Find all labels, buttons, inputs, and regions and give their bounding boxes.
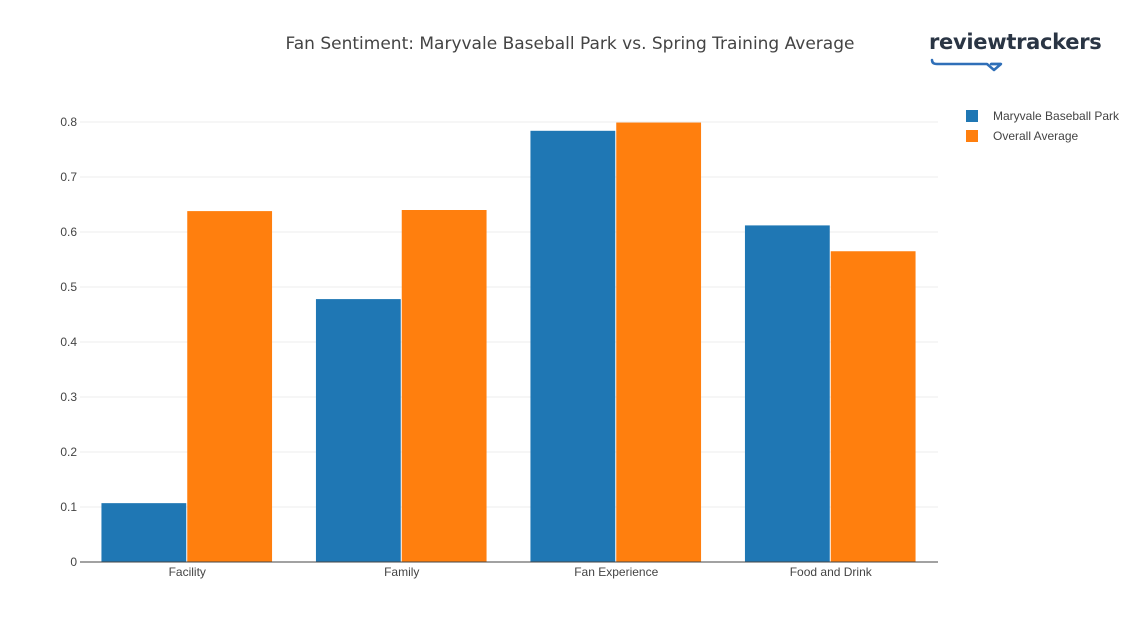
speech-bubble-icon xyxy=(930,58,1003,72)
y-tick-label: 0.8 xyxy=(60,115,77,129)
bar-maryvale xyxy=(744,225,830,562)
legend-swatch-maryvale xyxy=(966,110,978,122)
x-tick-label: Family xyxy=(384,565,419,579)
legend-item-overall[interactable]: Overall Average xyxy=(966,126,1119,146)
bar-overall xyxy=(187,211,273,562)
brand-logo: reviewtrackers xyxy=(929,30,1102,74)
chart-title: Fan Sentiment: Maryvale Baseball Park vs… xyxy=(285,34,855,54)
bar-maryvale xyxy=(315,299,401,562)
bar-overall xyxy=(830,251,916,562)
y-tick-label: 0.7 xyxy=(60,170,77,184)
legend-label-maryvale: Maryvale Baseball Park xyxy=(993,109,1120,123)
y-tick-label: 0.6 xyxy=(60,225,77,239)
bar-overall xyxy=(616,122,702,563)
legend: Maryvale Baseball Park Overall Average xyxy=(966,106,1119,146)
brand-wordmark: reviewtrackers xyxy=(929,30,1102,54)
y-tick-label: 0.1 xyxy=(60,500,77,514)
y-tick-label: 0.2 xyxy=(60,445,77,459)
bar-overall xyxy=(401,210,487,562)
legend-label-overall: Overall Average xyxy=(993,129,1079,143)
legend-swatch-overall xyxy=(966,130,978,142)
y-tick-label: 0.5 xyxy=(60,280,77,294)
bar-maryvale xyxy=(101,503,187,562)
bar-maryvale xyxy=(530,130,616,563)
x-tick-label: Food and Drink xyxy=(790,565,873,579)
x-tick-label: Fan Experience xyxy=(574,565,658,579)
y-tick-label: 0.3 xyxy=(60,390,77,404)
y-tick-label: 0.4 xyxy=(60,335,77,349)
y-tick-label: 0 xyxy=(70,555,77,569)
legend-item-maryvale[interactable]: Maryvale Baseball Park xyxy=(966,106,1119,126)
x-tick-label: Facility xyxy=(169,565,206,579)
